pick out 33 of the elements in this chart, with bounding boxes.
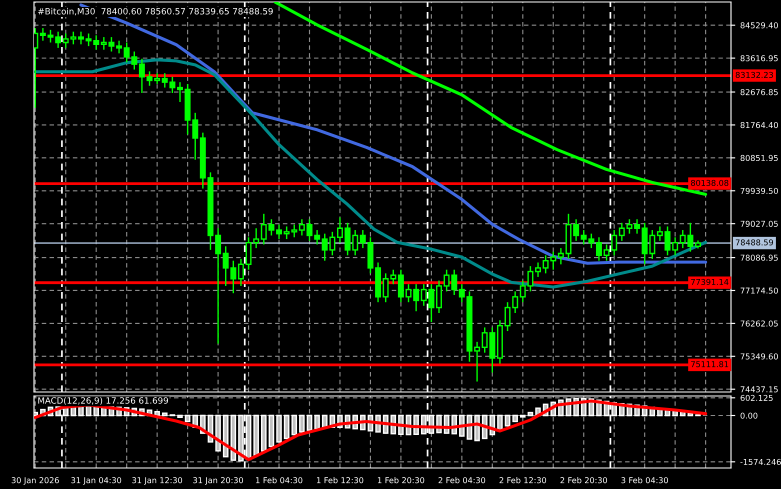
y-tick-label: 79027.05 — [740, 220, 778, 227]
x-tick-label: 2 Feb 04:30 — [438, 477, 486, 484]
chart-title: MACD(12,26,9) 17.256 61.699 — [38, 397, 168, 405]
y-tick-label: 79939.50 — [740, 188, 778, 194]
y-tick-label: -1574.246 — [740, 458, 781, 465]
ref-line-label: 75111.81 — [691, 361, 728, 368]
y-tick-label: 81764.40 — [740, 122, 778, 128]
x-tick-label: 31 Jan 12:30 — [132, 477, 182, 485]
y-tick-label: 82676.85 — [740, 89, 778, 96]
y-tick-label: 80851.95 — [740, 154, 778, 162]
y-tick-label: 83616.95 — [740, 55, 778, 62]
ref-line-label: 83132.23 — [736, 72, 773, 78]
ref-line-label: 77391.14 — [691, 278, 728, 286]
x-tick-label: 1 Feb 12:30 — [316, 477, 364, 484]
y-tick-label: 0.00 — [740, 412, 758, 419]
x-tick-label: 1 Feb 04:30 — [256, 477, 302, 484]
y-tick-label: 84529.40 — [740, 22, 778, 28]
x-tick-label: 30 Jan 2026 — [12, 477, 59, 485]
x-tick-label: 31 Jan 04:30 — [71, 477, 122, 485]
y-tick-label: 78086.95 — [740, 254, 778, 261]
ref-line-label: 80138.08 — [691, 180, 728, 186]
y-tick-label: 77174.50 — [740, 288, 778, 294]
x-tick-label: 3 Feb 04:30 — [621, 477, 668, 484]
x-tick-label: 31 Jan 20:30 — [193, 477, 244, 485]
y-tick-label: 602.125 — [740, 394, 773, 401]
text: #Bitcoin,M30 78400.60 78560.57 78339.65 78488.59 — [38, 8, 273, 16]
y-tick-label: 74437.15 — [740, 386, 778, 392]
y-tick-label: 75349.60 — [740, 353, 778, 360]
x-tick-label: 2 Feb 20:30 — [560, 477, 608, 484]
x-tick-label: 1 Feb 20:30 — [378, 477, 424, 484]
ref-line-label: 78488.59 — [736, 239, 774, 246]
y-tick-label: 76262.05 — [740, 320, 778, 327]
x-tick-label: 2 Feb 12:30 — [500, 477, 546, 484]
